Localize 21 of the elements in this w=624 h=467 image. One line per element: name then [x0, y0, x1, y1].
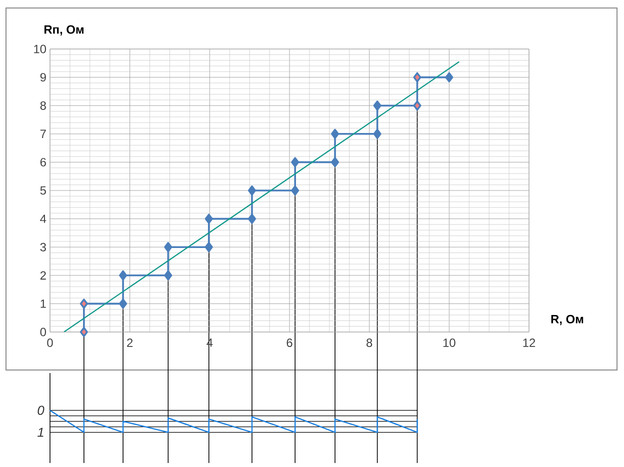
y-tick-label: 1 — [37, 428, 44, 437]
y-tick-label: 1 — [40, 300, 46, 308]
y-tick-label: 0 — [38, 406, 44, 415]
y-tick-label: 7 — [40, 130, 46, 138]
y-tick-label: 9 — [40, 73, 46, 82]
x-tick-label: 6 — [286, 338, 292, 347]
y-tick-label: 10 — [34, 44, 46, 54]
y-tick-label: 4 — [40, 214, 46, 223]
y-tick-label: 3 — [40, 242, 46, 252]
x-tick-label: 2 — [127, 338, 133, 347]
x-tick-label: 10 — [443, 338, 456, 347]
y-tick-label: 5 — [40, 186, 46, 195]
x-tick-label: 0 — [47, 338, 53, 347]
y-axis-title: Rп, Ом — [44, 25, 84, 36]
y-tick-label: 8 — [40, 101, 46, 110]
x-axis-title: R, Ом — [551, 314, 584, 326]
x-tick-label: 8 — [366, 338, 372, 347]
x-tick-label: 12 — [523, 338, 536, 347]
y-tick-label: 0 — [40, 328, 46, 336]
y-tick-label: 2 — [40, 271, 46, 280]
y-tick-label: 6 — [40, 158, 46, 166]
